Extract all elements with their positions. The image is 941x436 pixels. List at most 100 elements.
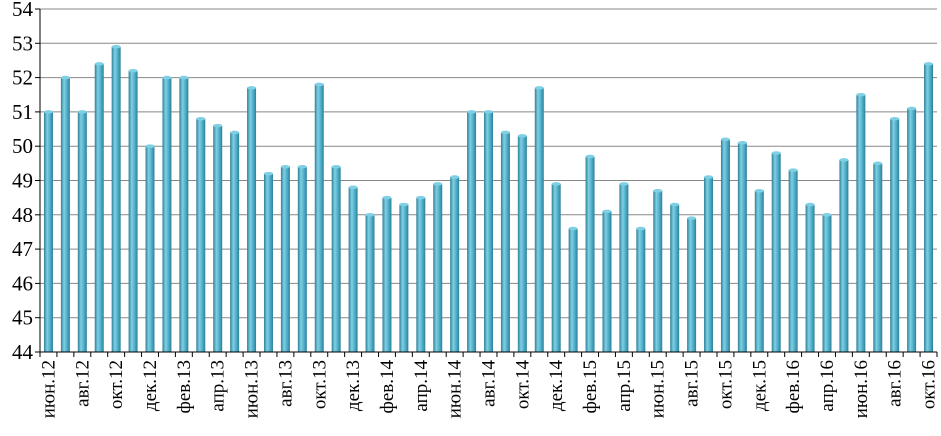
bar-body (348, 187, 358, 352)
bar-cap (704, 175, 714, 179)
bar-cap (416, 195, 426, 200)
y-tick-label: 53 (12, 31, 33, 55)
axes (39, 9, 938, 357)
bar-cap (433, 182, 443, 186)
bar-body (280, 166, 290, 352)
bar (162, 75, 172, 352)
bar-body (60, 77, 70, 352)
bar-body (94, 63, 104, 352)
y-axis-tick-labels: 44 45 46 47 48 49 50 51 52 53 54 (12, 0, 34, 364)
bar (704, 175, 714, 352)
bar-body (196, 118, 206, 352)
bar-body (128, 70, 138, 353)
x-tick-label: дек.14 (546, 360, 567, 412)
x-tick-label: дек.12 (140, 360, 161, 411)
bar (720, 137, 730, 352)
bar (94, 62, 104, 352)
bar (907, 106, 917, 352)
bar-cap (585, 154, 595, 159)
x-tick-label: апр.13 (208, 360, 229, 412)
bar-cap (365, 213, 375, 217)
bar-body (43, 111, 53, 353)
x-tick-label: июн.13 (242, 360, 263, 418)
bar (263, 171, 273, 352)
x-axis-tick-labels: июн.12 авг.12 окт.12 дек.12 фев.13 апр.13 июн.… (38, 360, 939, 419)
bar-body (551, 183, 561, 352)
bar (805, 202, 815, 352)
bar-body (247, 87, 257, 352)
bar (43, 110, 53, 353)
bar-cap (128, 68, 138, 73)
bar-cap (348, 185, 358, 190)
bar (534, 86, 544, 352)
x-tick-label: июн.12 (38, 360, 59, 418)
bar-body (720, 139, 730, 352)
bar-cap (517, 134, 527, 138)
bar (636, 226, 646, 352)
bar-cap (484, 110, 493, 114)
bar (856, 92, 866, 352)
bar-body (111, 46, 121, 352)
bar (433, 182, 443, 352)
y-tick-label: 46 (12, 271, 33, 295)
bar-body (822, 214, 832, 352)
bar (890, 116, 900, 352)
bar-cap (162, 75, 172, 80)
bar (737, 140, 747, 352)
bar-cap (382, 195, 392, 200)
bar-cap (890, 116, 900, 121)
bar-body (619, 183, 629, 352)
bar (247, 86, 257, 352)
bar-cap (924, 62, 934, 66)
bar-cap (230, 130, 240, 135)
x-tick-label: фев.16 (783, 360, 804, 413)
bar-body (687, 218, 697, 352)
bar-body (924, 63, 934, 352)
bar-body (399, 204, 409, 352)
bar (365, 213, 375, 352)
x-tick-label: авг.15 (682, 360, 703, 407)
bar-cap (450, 175, 460, 179)
x-tick-label: июн.16 (851, 360, 872, 418)
bar (145, 144, 155, 352)
x-tick-label: авг.13 (275, 360, 296, 407)
y-tick-label: 45 (12, 306, 33, 330)
bar-body (839, 159, 849, 352)
bar-body (704, 177, 714, 352)
bar-cap (907, 106, 917, 111)
bar-cap (771, 151, 781, 155)
bar-body (77, 111, 87, 353)
bar-body (788, 170, 798, 352)
bar (60, 75, 70, 352)
bar-cap (568, 226, 578, 231)
bar-cap (213, 123, 223, 128)
bar-body (670, 204, 680, 352)
bar-body (907, 108, 917, 352)
bar-body (230, 132, 240, 352)
bar-body (484, 111, 493, 353)
bar (619, 182, 629, 352)
bar-body (331, 166, 341, 352)
bar-body (433, 183, 443, 352)
bar-body (263, 173, 273, 352)
x-tick-label: авг.12 (72, 360, 93, 407)
bar-cap (399, 202, 409, 207)
bar-cap (534, 86, 544, 90)
bar (500, 130, 510, 352)
bar-cap (856, 92, 866, 97)
bar (297, 164, 307, 352)
bar (653, 188, 663, 352)
bar-body (450, 177, 460, 352)
bar-body (890, 118, 900, 352)
bar-body (653, 190, 663, 352)
bar-cap (551, 182, 561, 186)
bar-cap (196, 116, 206, 121)
bar-cap (805, 202, 815, 207)
x-tick-label: окт.14 (512, 360, 533, 410)
x-tick-label: фев.15 (580, 360, 601, 413)
bar (754, 188, 764, 352)
bar-cap (653, 188, 663, 193)
bar-body (636, 228, 646, 352)
bar (568, 226, 578, 352)
